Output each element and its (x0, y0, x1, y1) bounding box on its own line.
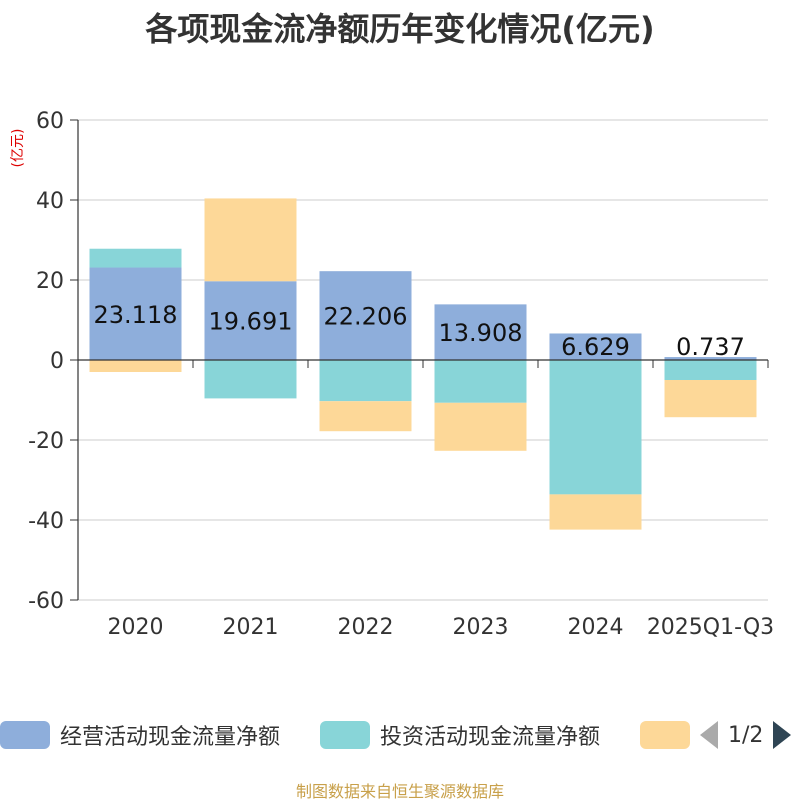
y-tick-label-1: 40 (36, 189, 64, 214)
legend-item-investing[interactable]: 投资活动现金流量净额 (320, 718, 600, 752)
bar-series0-2025Q1-Q3[interactable] (664, 357, 757, 360)
bar-series0-2021[interactable] (204, 281, 297, 360)
legend-label-operating: 经营活动现金流量净额 (60, 725, 281, 750)
x-tick-label-2: 2022 (338, 615, 394, 640)
bar-series2-2025Q1-Q3[interactable] (664, 380, 757, 418)
source-note: 制图数据来自恒生聚源数据库 (295, 782, 504, 801)
bar-series1-2024[interactable] (549, 360, 642, 495)
bar-series0-2023[interactable] (434, 304, 527, 360)
legend-item-financing[interactable] (640, 718, 690, 752)
y-axis-label: (亿元) (10, 129, 26, 168)
bar-series0-2022[interactable] (319, 271, 412, 360)
bar-series1-2023[interactable] (434, 360, 527, 403)
data-label-2024: 6.629 (561, 333, 630, 361)
bar-series2-2022[interactable] (319, 401, 412, 432)
y-tick-label-3: 0 (50, 349, 64, 374)
bar-series2-2021[interactable] (204, 198, 297, 282)
legend-page-indicator: 1/2 (728, 722, 764, 748)
data-label-2022: 22.206 (324, 303, 408, 331)
y-tick-label-4: -20 (28, 429, 64, 454)
data-labels: 23.118 19.691 22.206 13.908 6.629 0.737 (94, 301, 745, 361)
legend-swatch-investing (320, 721, 370, 749)
axes: 60 40 20 0 -20 -40 -60 2020 2021 2022 2023 2024 2025… (28, 109, 774, 640)
x-tick-label-1: 2021 (223, 615, 279, 640)
legend-swatch-operating (0, 721, 50, 749)
bar-series0-2024[interactable] (549, 333, 642, 360)
data-label-2025Q1-Q3: 0.737 (676, 333, 745, 361)
data-label-2023: 13.908 (439, 319, 523, 347)
chart-area: 60 40 20 0 -20 -40 -60 2020 2021 2022 2023 2024 2025… (10, 109, 774, 640)
bar-series2-2024[interactable] (549, 494, 642, 530)
bar-series1-2020[interactable] (89, 248, 182, 268)
legend-prev-page-icon[interactable] (700, 721, 718, 749)
y-tick-label-0: 60 (36, 109, 64, 134)
y-tick-label-5: -40 (28, 509, 64, 534)
x-tick-label-3: 2023 (453, 615, 509, 640)
data-label-2020: 23.118 (94, 301, 178, 329)
y-tick-label-6: -60 (28, 589, 64, 614)
bar-series0-2020[interactable] (89, 267, 182, 360)
chart-title: 各项现金流净额历年变化情况(亿元) (145, 10, 655, 48)
bars (89, 198, 757, 530)
legend-swatch-financing (640, 721, 690, 749)
x-tick-label-4: 2024 (568, 615, 624, 640)
legend: 经营活动现金流量净额 投资活动现金流量净额 1/2 (0, 718, 800, 752)
data-label-2021: 19.691 (209, 308, 293, 336)
bar-series1-2025Q1-Q3[interactable] (664, 360, 757, 380)
bar-series1-2021[interactable] (204, 360, 297, 399)
legend-item-operating[interactable]: 经营活动现金流量净额 (0, 718, 280, 752)
legend-label-investing: 投资活动现金流量净额 (380, 725, 601, 750)
legend-pager: 1/2 (700, 718, 792, 752)
legend-next-page-icon[interactable] (773, 721, 792, 749)
x-tick-label-0: 2020 (108, 615, 164, 640)
y-tick-label-2: 20 (36, 269, 64, 294)
bar-series2-2020[interactable] (89, 360, 182, 372)
x-tick-label-5: 2025Q1-Q3 (647, 615, 774, 640)
bar-series1-2022[interactable] (319, 360, 412, 402)
bar-series2-2023[interactable] (434, 402, 527, 451)
